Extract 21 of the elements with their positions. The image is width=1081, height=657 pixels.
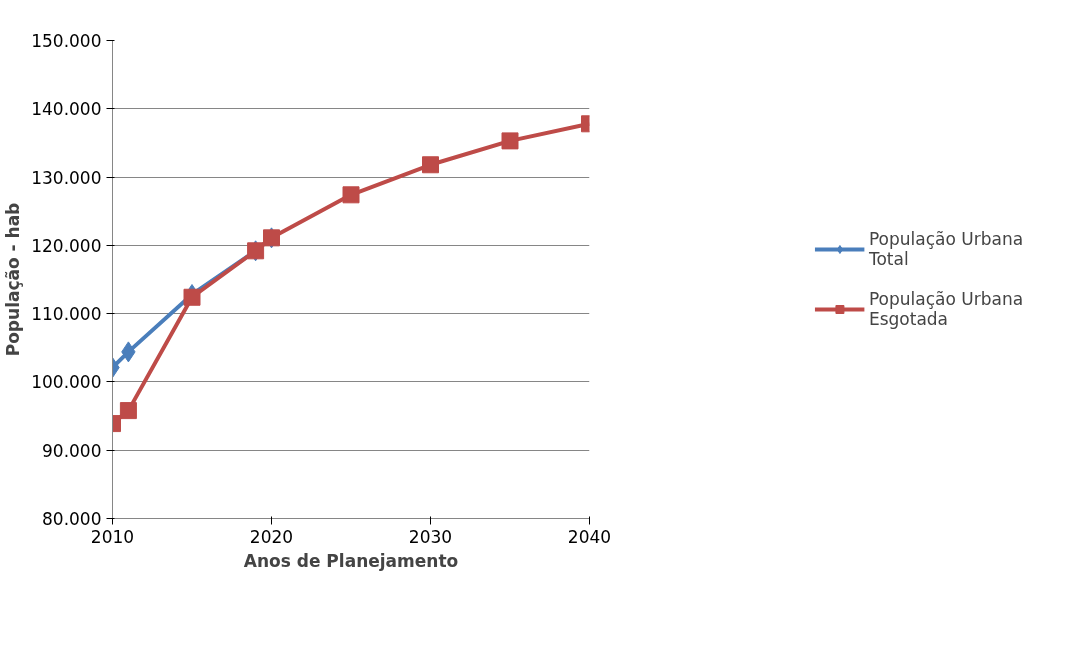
x-tick-label: 2030 xyxy=(408,526,453,547)
y-tick-label: 80.000 xyxy=(42,509,102,529)
y-tick-label: 120.000 xyxy=(31,235,102,256)
point xyxy=(342,186,360,204)
y-tick-label: 150.000 xyxy=(31,31,102,51)
y-tick-label: 100.000 xyxy=(31,372,102,393)
y-axis-title: População - hab xyxy=(3,202,24,357)
y-tick-label: 140.000 xyxy=(31,99,102,120)
point xyxy=(183,288,201,306)
x-axis-title: Anos de Planejamento xyxy=(243,550,459,571)
point xyxy=(422,156,439,174)
legend-label: População Urbana Esgotada xyxy=(868,289,1024,329)
y-tick-label: 110.000 xyxy=(31,304,102,325)
x-tick-label: 2040 xyxy=(567,526,612,547)
legend-label: População Urbana Total xyxy=(868,229,1024,269)
x-tick-label: 2010 xyxy=(90,526,135,547)
y-tick-label: 90.000 xyxy=(42,440,102,461)
point xyxy=(501,132,519,150)
x-tick-label: 2020 xyxy=(249,526,294,547)
y-tick-label: 130.000 xyxy=(31,167,102,188)
point xyxy=(119,402,137,420)
